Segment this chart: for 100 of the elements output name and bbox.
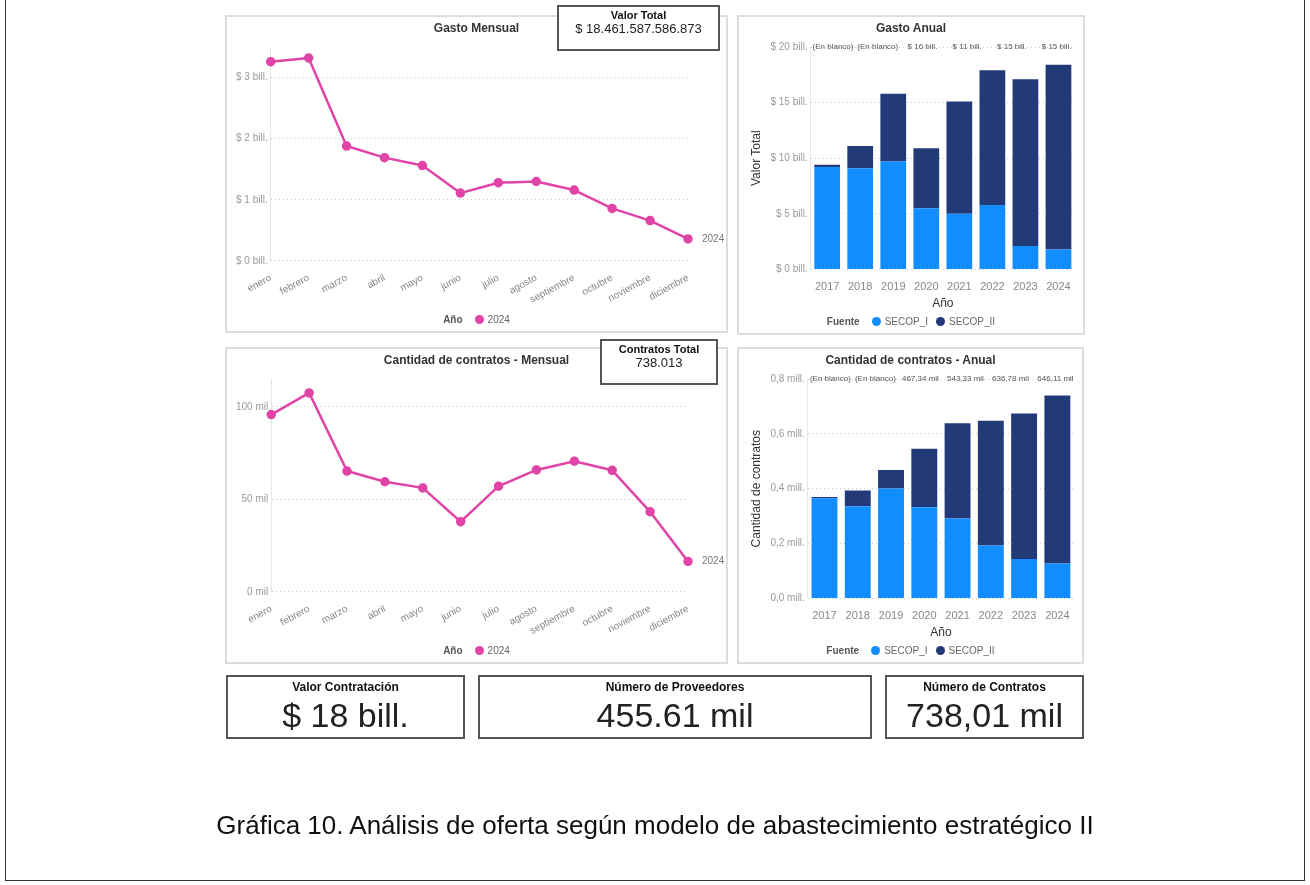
y-tick-label: 100 mil bbox=[235, 400, 269, 412]
text: 455.61 mil bbox=[595, 695, 755, 736]
bar bbox=[1011, 558, 1038, 598]
point bbox=[455, 188, 466, 198]
point bbox=[342, 466, 352, 476]
text: 738.013 bbox=[634, 355, 684, 372]
point bbox=[683, 556, 693, 567]
bar bbox=[1044, 563, 1071, 598]
x-tick-label: junio bbox=[438, 602, 464, 623]
x-tick-label: 2024 bbox=[1046, 280, 1071, 293]
point bbox=[303, 53, 314, 63]
text: Valor Contratación bbox=[291, 679, 400, 694]
legend-label: SECOP_I bbox=[884, 644, 928, 656]
x-tick-label: abril bbox=[364, 271, 387, 291]
y-tick-label: 50 mil bbox=[241, 493, 269, 505]
legend-label: SECOP_II bbox=[949, 315, 996, 327]
bar bbox=[847, 145, 874, 169]
bar bbox=[814, 167, 841, 269]
x-tick-label: 2018 bbox=[847, 280, 873, 293]
legend-label: SECOP_I bbox=[884, 315, 928, 327]
point bbox=[645, 507, 655, 517]
text: Número de Contratos bbox=[922, 679, 1047, 694]
point bbox=[341, 141, 352, 151]
x-tick-label: 2020 bbox=[912, 609, 937, 622]
annotation: 646,11 mil bbox=[1037, 374, 1074, 384]
bar bbox=[979, 70, 1006, 205]
text: 738,01 mil bbox=[905, 695, 1064, 736]
point bbox=[531, 465, 542, 475]
point bbox=[569, 185, 579, 195]
annotation: 543,33 mil bbox=[946, 374, 985, 384]
annotation: (En blanco) bbox=[809, 374, 852, 384]
y-tick-label: $ 0 bill. bbox=[236, 254, 268, 266]
point bbox=[569, 456, 580, 466]
bar bbox=[1012, 246, 1039, 269]
bar bbox=[1045, 64, 1072, 250]
bar bbox=[1045, 249, 1072, 269]
x-tick-label: 2022 bbox=[980, 280, 1005, 293]
x-tick-label: 2021 bbox=[947, 280, 972, 293]
bar bbox=[1044, 395, 1071, 564]
text: $ 18.461.587.586.873 bbox=[574, 21, 703, 38]
x-tick-label: mayo bbox=[398, 602, 426, 625]
point bbox=[531, 176, 541, 187]
y-axis-title: Valor Total bbox=[748, 130, 763, 186]
text: 2024 bbox=[702, 232, 725, 244]
point bbox=[417, 160, 428, 171]
bar bbox=[878, 488, 904, 598]
x-tick-label: 2023 bbox=[1013, 280, 1038, 293]
bar bbox=[1012, 79, 1039, 247]
bar bbox=[880, 93, 907, 162]
legend-title: Año bbox=[443, 313, 463, 325]
y-tick-label: 0,2 mill. bbox=[770, 537, 805, 549]
x-tick-label: 2019 bbox=[881, 280, 906, 293]
chart-title: Gasto Anual bbox=[875, 20, 947, 37]
point bbox=[418, 483, 428, 493]
text: Contratos Total bbox=[617, 342, 701, 355]
point bbox=[265, 56, 276, 67]
text: $ 18 bill. bbox=[281, 695, 410, 736]
bar bbox=[913, 148, 940, 209]
y-tick-label: 0 mil bbox=[247, 585, 269, 597]
x-tick-label: mayo bbox=[397, 271, 426, 294]
annotation: 467,34 mil bbox=[901, 374, 940, 384]
x-tick-label: junio bbox=[437, 271, 464, 292]
y-tick-label: $ 0 bill. bbox=[775, 263, 808, 275]
x-axis-title: Año bbox=[930, 625, 952, 640]
bar bbox=[913, 208, 940, 269]
legend-title: Fuente bbox=[826, 315, 860, 327]
bar bbox=[880, 161, 907, 269]
point bbox=[493, 481, 504, 491]
bar bbox=[944, 423, 971, 519]
legend-label: 2024 bbox=[487, 644, 510, 656]
x-tick-label: marzo bbox=[319, 602, 350, 626]
point bbox=[380, 477, 390, 487]
x-tick-label: 2018 bbox=[845, 609, 870, 622]
annotation: $ 11 bill. bbox=[952, 42, 982, 52]
x-tick-label: 2020 bbox=[914, 280, 939, 293]
bar bbox=[911, 507, 938, 598]
bar bbox=[977, 545, 1004, 598]
x-axis-title: Año bbox=[932, 296, 954, 311]
bar bbox=[911, 448, 938, 508]
x-tick-label: 2017 bbox=[812, 609, 837, 622]
x-tick-label: 2024 bbox=[1045, 609, 1070, 622]
annotation: $ 16 bill. bbox=[907, 42, 938, 52]
point bbox=[607, 465, 617, 476]
bar bbox=[944, 518, 971, 598]
x-tick-label: 2022 bbox=[978, 609, 1004, 622]
x-tick-label: 2021 bbox=[945, 609, 970, 622]
point bbox=[266, 409, 276, 420]
annotation: 636,78 mil bbox=[992, 374, 1030, 384]
x-tick-label: julio bbox=[479, 602, 502, 622]
legend-label: 2024 bbox=[487, 313, 510, 325]
bar bbox=[946, 101, 973, 214]
x-tick-label: enero bbox=[245, 602, 274, 625]
point bbox=[379, 152, 390, 163]
point bbox=[607, 203, 617, 214]
legend-title: Año bbox=[443, 644, 463, 656]
point bbox=[493, 177, 504, 188]
legend-title: Fuente bbox=[826, 644, 860, 656]
text: Número de Proveedores bbox=[604, 679, 746, 694]
text: Valor Total bbox=[609, 8, 668, 21]
chart-title: Cantidad de contratos - Mensual bbox=[383, 352, 570, 369]
